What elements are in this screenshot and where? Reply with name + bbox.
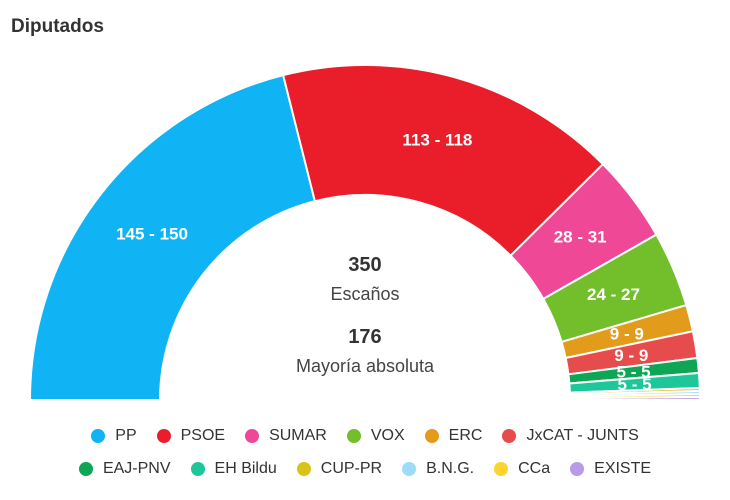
- legend-swatch: [190, 462, 205, 476]
- legend-item-b-n-g[interactable]: B.N.G.: [402, 460, 474, 478]
- legend-row: PP PSOE SUMAR VOX ERC JxCAT - JUNTS: [0, 424, 730, 448]
- chart-slice-labels: 145 - 150 113 - 118 28 - 31 24 - 27 9 - 9 9 -…: [116, 130, 651, 393]
- legend-item-eh-bildu[interactable]: EH Bildu: [190, 460, 277, 478]
- total-seats-value: 350: [348, 254, 381, 276]
- legend-row: EAJ-PNV EH Bildu CUP-PR B.N.G. CCa EXISTE: [0, 457, 730, 481]
- legend-item-existe[interactable]: EXISTE: [570, 460, 651, 478]
- majority-label: Mayoría absoluta: [296, 356, 435, 376]
- slice-label-psoe: 113 - 118: [402, 130, 472, 149]
- legend-label: EXISTE: [594, 460, 652, 477]
- legend-item-pp[interactable]: PP: [91, 427, 137, 445]
- slice-label-erc: 9 - 9: [610, 325, 644, 344]
- slice-label-eaj-pnv: 5 - 5: [617, 363, 651, 382]
- legend-swatch: [78, 462, 93, 476]
- legend-label: PP: [115, 427, 137, 444]
- legend-label: JxCAT - JUNTS: [526, 427, 639, 444]
- legend-label: VOX: [370, 427, 405, 444]
- slice-label-sumar: 28 - 31: [554, 227, 607, 246]
- chart-slices: [28, 64, 702, 401]
- slice-label-vox: 24 - 27: [587, 285, 640, 304]
- legend-label: EH Bildu: [214, 460, 277, 477]
- slice-existe[interactable]: [568, 395, 702, 401]
- slice-label-eh-bildu: 5 - 5: [618, 375, 652, 394]
- legend-label: SUMAR: [269, 427, 327, 444]
- chart-legend: PP PSOE SUMAR VOX ERC JxCAT - JUNTS EAJ-PNV EH…: [0, 424, 730, 490]
- legend-item-vox[interactable]: VOX: [346, 427, 405, 445]
- legend-label: ERC: [448, 427, 483, 444]
- slice-pp[interactable]: [28, 73, 317, 401]
- legend-label: EAJ-PNV: [102, 460, 171, 477]
- legend-item-cup-pr[interactable]: CUP-PR: [296, 460, 383, 478]
- legend-item-cca[interactable]: CCa: [494, 460, 550, 478]
- parliament-chart: 145 - 150 113 - 118 28 - 31 24 - 27 9 - 9 9 -…: [28, 64, 702, 401]
- legend-swatch: [502, 429, 517, 443]
- slice-label-pp: 145 - 150: [116, 225, 188, 244]
- legend-swatch: [296, 462, 311, 476]
- legend-swatch: [494, 462, 509, 476]
- legend-swatch: [91, 429, 106, 443]
- slice-psoe[interactable]: [281, 64, 605, 258]
- legend-label: CUP-PR: [320, 460, 383, 477]
- legend-item-sumar[interactable]: SUMAR: [245, 427, 327, 445]
- legend-swatch: [346, 429, 361, 443]
- legend-item-erc[interactable]: ERC: [424, 427, 483, 445]
- legend-item-psoe[interactable]: PSOE: [156, 427, 226, 445]
- majority-value: 176: [348, 326, 381, 348]
- chart-title: Diputados: [11, 16, 104, 37]
- legend-label: B.N.G.: [426, 460, 475, 477]
- legend-swatch: [245, 429, 260, 443]
- legend-swatch: [424, 429, 439, 443]
- legend-swatch: [570, 462, 585, 476]
- chart-center: 350 Escaños 176 Mayoría absoluta: [296, 254, 435, 376]
- legend-swatch: [402, 462, 417, 476]
- legend-item-eaj-pnv[interactable]: EAJ-PNV: [78, 460, 171, 478]
- legend-label: PSOE: [180, 427, 226, 444]
- legend-swatch: [156, 429, 171, 443]
- slice-label-jxcat-junts: 9 - 9: [614, 346, 648, 365]
- legend-label: CCa: [518, 460, 551, 477]
- legend-item-jxcat-junts[interactable]: JxCAT - JUNTS: [502, 427, 639, 445]
- total-seats-label: Escaños: [330, 284, 399, 304]
